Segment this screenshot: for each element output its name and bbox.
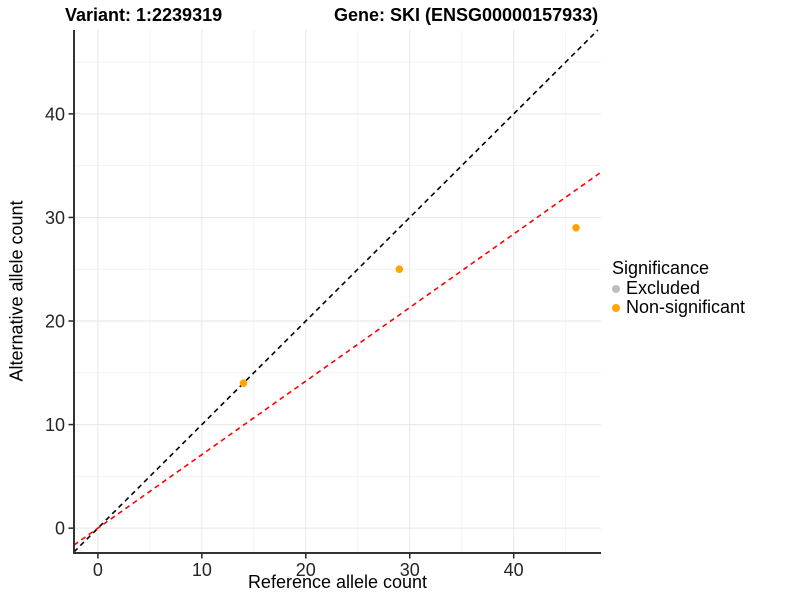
- gridlines: [74, 30, 601, 553]
- legend-entry-label: Excluded: [626, 278, 701, 298]
- y-axis-title: Alternative allele count: [6, 200, 27, 382]
- legend-title: Significance: [612, 258, 710, 278]
- legend-entry-non-significant: Non-significant: [612, 297, 746, 317]
- y-tick-label: 0: [55, 519, 65, 539]
- variant-title: Variant: 1:2239319: [65, 5, 223, 25]
- legend-entry-excluded: Excluded: [612, 278, 745, 298]
- allelic-ratio-line: [73, 171, 602, 546]
- legend-entry-label: Non-significant: [626, 297, 746, 317]
- excluded-dot-icon: [612, 284, 620, 293]
- y-tick-label: 30: [45, 208, 65, 228]
- legend: Significance Excluded Non-significant: [612, 257, 745, 317]
- x-tick-label: 20: [296, 560, 316, 580]
- x-tick-label: 10: [192, 560, 212, 580]
- identity-line: [73, 29, 599, 553]
- data-point-non-significant: [395, 265, 404, 274]
- x-tick-label: 30: [400, 560, 420, 580]
- x-tick-label: 0: [93, 560, 103, 580]
- y-tick-label: 20: [45, 312, 65, 332]
- y-tick-label: 40: [45, 104, 65, 124]
- non-significant-dot-icon: [612, 303, 620, 312]
- data-point-non-significant: [572, 224, 580, 232]
- x-tick-label: 40: [504, 560, 524, 580]
- gene-title: Gene: SKI (ENSG00000157933): [334, 5, 599, 25]
- x-axis-title: Reference allele count: [247, 572, 428, 592]
- data-point-non-significant: [239, 379, 248, 387]
- y-tick-label: 10: [45, 415, 65, 435]
